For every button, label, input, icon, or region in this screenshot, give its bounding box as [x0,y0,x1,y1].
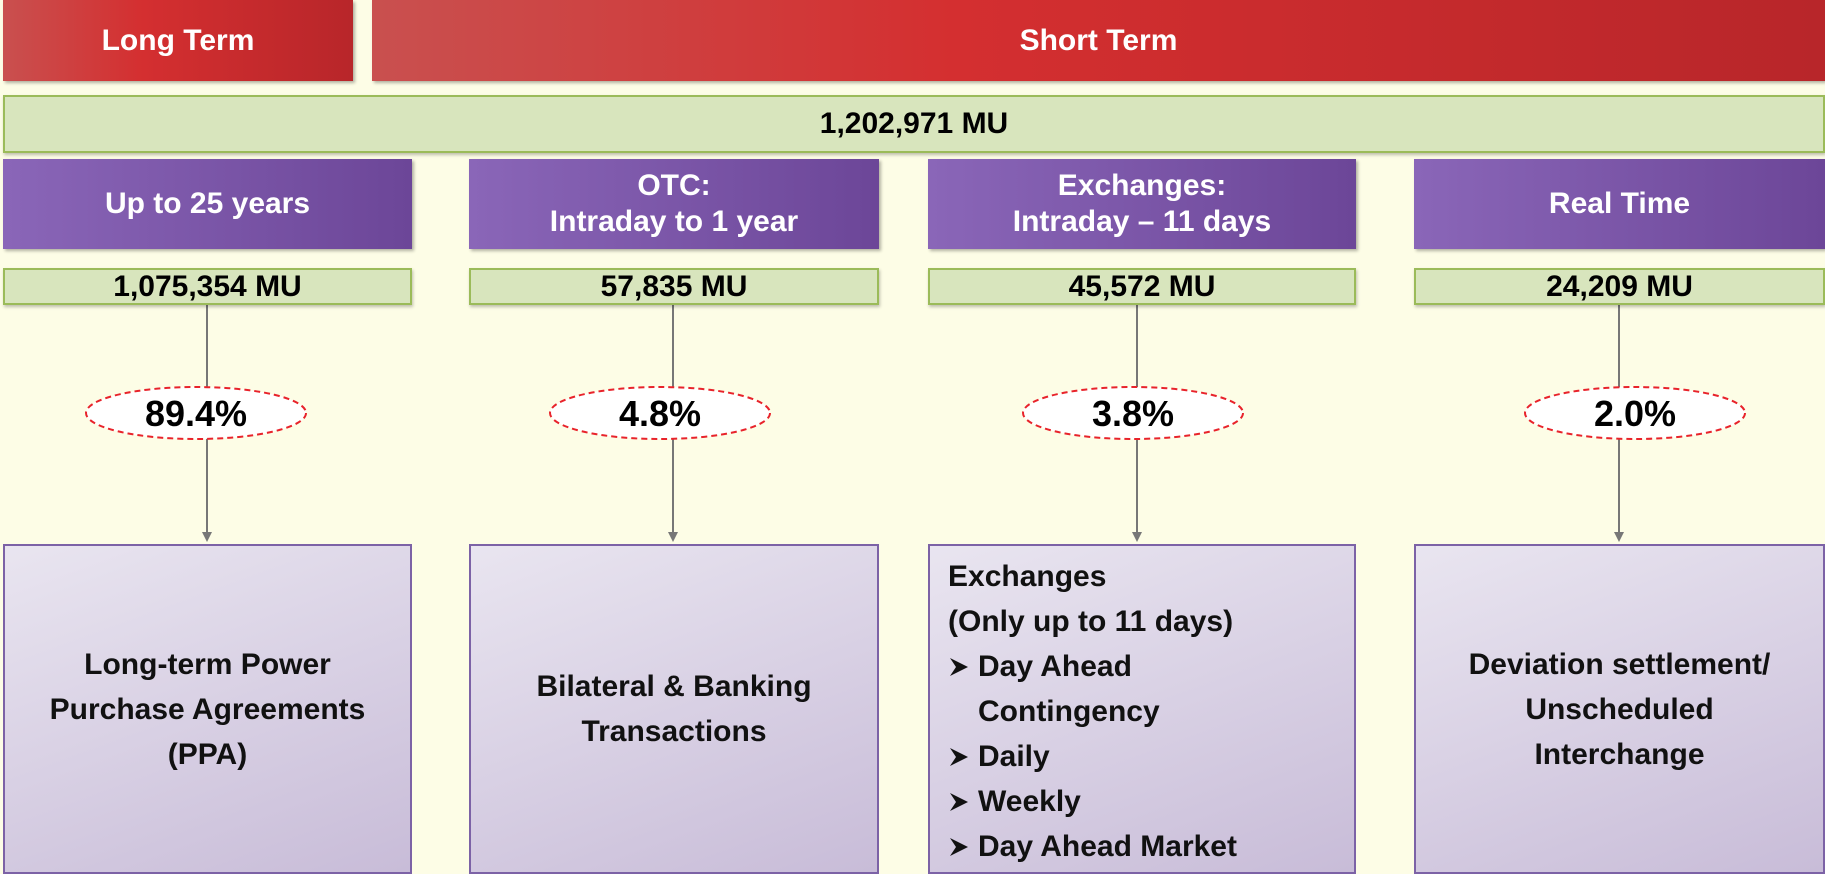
description-line: Transactions [581,715,767,748]
share-ellipse [1022,386,1244,440]
description-box: Exchanges (Only up to 11 days) Day Ahead C… [928,544,1356,874]
description-line: (Only up to 11 days) [948,605,1234,638]
short-term-header: Short Term [372,0,1825,81]
share-label: 2.0% [1594,393,1676,434]
description-line: Purchase Agreements [49,692,366,726]
bullet-arrow [950,748,968,766]
bullet-item: Daily [948,734,1050,779]
share-label: 89.4% [145,393,247,434]
description-box: Deviation settlement/Unscheduled Intercha… [1414,544,1825,874]
total-bar: 1,202,971 MU [3,95,1825,153]
column-header-line: Intraday – 11 days [1012,205,1272,238]
description-line: Deviation settlement/ [1468,647,1771,681]
column-header: Real Time [1414,159,1825,249]
bullet-item: Day Ahead Contingency [948,644,1278,734]
bullet-text: Weekly [978,785,1081,818]
description-line: Exchanges [948,560,1107,593]
bullet-arrow [950,793,968,811]
description-line: Long-term Power [84,647,331,681]
column-header-line: Real Time [1548,187,1691,220]
bullet-item: Day Ahead Market [948,824,1237,869]
share-label: 3.8% [1092,393,1174,434]
column-value: 1,075,354 MU [3,268,412,305]
description-line: Bilateral & Banking [536,670,812,703]
column-value: 45,572 MU [928,268,1356,305]
bullet-text: Daily [978,740,1050,773]
bullet-text: Day Ahead Market [978,830,1237,863]
description-line: (PPA) [167,737,248,771]
column-header-line: Intraday to 1 year [549,205,799,238]
column-value: 57,835 MU [469,268,879,305]
bullet-text: Day Ahead Contingency [978,650,1160,728]
description-box: Long-term Power Purchase Agreements (PPA) [3,544,412,874]
description-line: Interchange [1534,737,1705,771]
long-term-header: Long Term [3,0,353,81]
column-header-line: Up to 25 years [104,187,311,220]
column-header-line: OTC: [637,169,711,202]
bullet-arrow [950,658,968,676]
share-ellipse [549,386,771,440]
share-ellipse [1524,386,1746,440]
share-ellipse [85,386,307,440]
column-header: OTC: Intraday to 1 year [469,159,879,249]
share-label: 4.8% [619,393,701,434]
column-header: Up to 25 years [3,159,412,249]
description-line: Unscheduled [1525,692,1714,726]
column-header-line: Exchanges: [1057,169,1227,202]
description-box: Bilateral & Banking Transactions [469,544,879,874]
bullet-arrow [950,838,968,856]
column-value: 24,209 MU [1414,268,1825,305]
bullet-item: Weekly [948,779,1081,824]
column-header: Exchanges: Intraday – 11 days [928,159,1356,249]
